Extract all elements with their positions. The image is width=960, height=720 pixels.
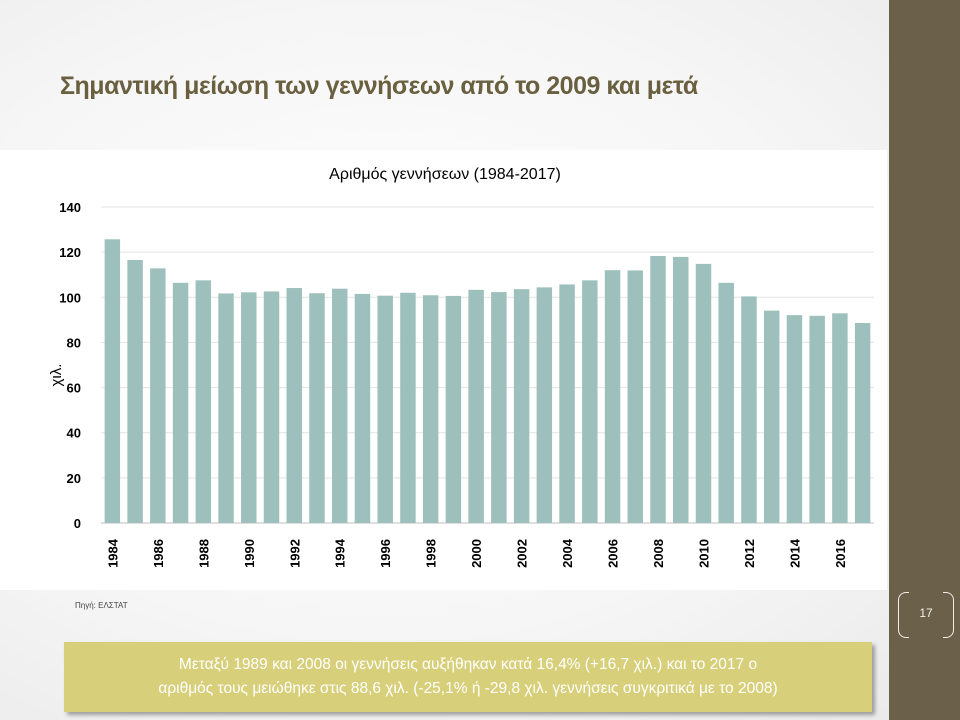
x-tick-label: 2014 [787, 538, 802, 568]
x-tick-label: 2008 [651, 539, 666, 568]
x-tick-label: 1998 [424, 539, 439, 568]
bar-2003 [537, 287, 552, 523]
bar-2002 [514, 289, 529, 523]
bar-2013 [764, 311, 779, 523]
bar-2000 [468, 290, 483, 523]
y-tick-label: 80 [67, 335, 81, 350]
y-tick-label: 20 [67, 471, 81, 486]
x-tick-label: 2006 [606, 539, 621, 568]
bar-2010 [696, 264, 711, 523]
chart-title: Αριθμός γεννήσεων (1984-2017) [329, 166, 561, 183]
bar-1992 [287, 288, 302, 523]
x-tick-label: 2004 [560, 538, 575, 568]
bar-1998 [423, 295, 438, 523]
y-tick-label: 40 [67, 426, 81, 441]
chart-area: Αριθμός γεννήσεων (1984-2017) χιλ. 0 20 40… [0, 150, 887, 590]
births-bar-chart: Αριθμός γεννήσεων (1984-2017) χιλ. 0 20 40… [0, 150, 887, 590]
bar-1984 [105, 239, 120, 523]
page-number-badge: 17 [898, 592, 954, 638]
x-tick-label: 2000 [469, 539, 484, 568]
y-tick-label: 100 [59, 290, 81, 305]
bar-1999 [446, 296, 461, 523]
x-tick-label: 2002 [515, 539, 530, 568]
callout-line-2: αριθμός τους μειώθηκε στις 88,6 χιλ. (-2… [64, 677, 872, 701]
bar-1985 [127, 260, 142, 523]
x-tick-label: 2010 [696, 539, 711, 568]
bar-2007 [628, 270, 643, 523]
bar-1988 [196, 280, 211, 523]
x-tick-label: 1994 [333, 538, 348, 568]
bar-1989 [218, 293, 233, 523]
bar-2006 [605, 270, 620, 523]
x-tick-label: 1990 [242, 539, 257, 568]
y-tick-label: 120 [59, 245, 81, 260]
bar-2014 [787, 315, 802, 523]
bar-2005 [582, 280, 597, 523]
bar-1991 [264, 291, 279, 523]
x-tick-label: 2012 [742, 539, 757, 568]
bar-1994 [332, 289, 347, 523]
bar-2011 [718, 283, 733, 523]
y-tick-label: 0 [74, 516, 81, 531]
slide-title: Σημαντική μείωση των γεννήσεων από το 20… [60, 72, 698, 101]
bar-2015 [809, 316, 824, 523]
callout-line-1: Μεταξύ 1989 και 2008 οι γεννήσεις αυξήθη… [64, 653, 872, 677]
bar-2017 [855, 323, 870, 523]
bar-2004 [559, 284, 574, 523]
bar-2001 [491, 292, 506, 523]
y-tick-label: 140 [59, 200, 81, 215]
bar-1986 [150, 268, 165, 523]
x-tick-label: 1992 [287, 539, 302, 568]
bar-1995 [355, 294, 370, 523]
bar-2008 [650, 256, 665, 523]
x-tick-label: 1988 [196, 539, 211, 568]
y-tick-label: 60 [67, 381, 81, 396]
bar-1996 [377, 296, 392, 523]
bar-1990 [241, 292, 256, 523]
x-tick-label: 1986 [151, 539, 166, 568]
source-note: Πηγή: ΕΛΣΤΑΤ [75, 601, 128, 610]
x-tick-label: 2016 [833, 539, 848, 568]
bar-1997 [400, 293, 415, 523]
bar-2016 [832, 313, 847, 523]
bar-1993 [309, 293, 324, 523]
y-axis-label: χιλ. [48, 364, 65, 387]
bar-2009 [673, 257, 688, 523]
summary-callout: Μεταξύ 1989 και 2008 οι γεννήσεις αυξήθη… [64, 642, 872, 712]
page-number: 17 [898, 606, 954, 620]
bar-2012 [741, 296, 756, 523]
bar-1987 [173, 283, 188, 523]
x-tick-label: 1984 [105, 538, 120, 568]
x-tick-label: 1996 [378, 539, 393, 568]
